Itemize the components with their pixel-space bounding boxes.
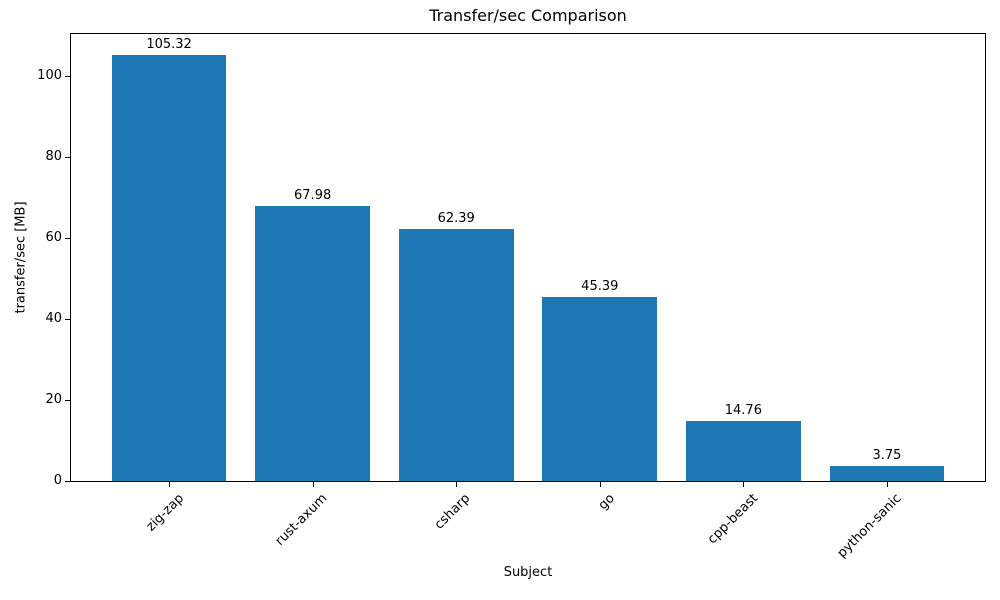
bar [685, 421, 801, 481]
y-tick-mark [65, 400, 70, 402]
bar-value-label: 3.75 [872, 447, 902, 463]
y-tick-label: 40 [45, 311, 62, 327]
y-tick-mark [65, 481, 70, 482]
bar [829, 465, 945, 481]
bar-value-label: 105.32 [146, 36, 192, 52]
y-tick-label: 20 [45, 392, 62, 408]
bar-value-label: 67.98 [294, 188, 332, 204]
x-tick-mark [886, 482, 888, 487]
bar [255, 206, 371, 481]
x-axis-label: Subject [503, 565, 553, 580]
x-tick-label: python-sanic [834, 491, 905, 561]
x-tick-label: zig-zap [143, 491, 187, 535]
chart-title: Transfer/sec Comparison [429, 6, 627, 25]
bar [111, 54, 227, 481]
y-tick-mark [65, 76, 70, 78]
y-tick-label: 60 [45, 230, 62, 246]
x-tick-label: go [595, 491, 618, 514]
bar-value-label: 45.39 [581, 279, 619, 295]
y-tick-mark [65, 157, 70, 159]
y-axis-label-text: transfer/sec [MB] [13, 201, 29, 314]
bar-value-label: 62.39 [437, 210, 475, 226]
y-tick-mark [65, 319, 70, 321]
y-tick-mark [65, 238, 70, 240]
plot-area: 105.32 67.98 62.39 45.39 14.76 3.75 [70, 33, 986, 482]
x-tick-mark [599, 482, 601, 487]
y-tick-label: 100 [37, 68, 62, 84]
x-tick-mark [456, 482, 458, 487]
y-tick-label: 80 [45, 149, 62, 165]
x-tick-mark [312, 482, 314, 487]
x-tick-mark [743, 482, 745, 487]
x-tick-label: csharp [432, 491, 474, 533]
y-tick-label: 0 [53, 473, 62, 488]
bar [398, 228, 514, 481]
bar [542, 297, 658, 481]
bar-value-label: 14.76 [724, 403, 762, 419]
x-tick-label: rust-axum [272, 491, 331, 549]
x-tick-mark [169, 482, 171, 487]
x-tick-label: cpp-beast [704, 491, 761, 548]
